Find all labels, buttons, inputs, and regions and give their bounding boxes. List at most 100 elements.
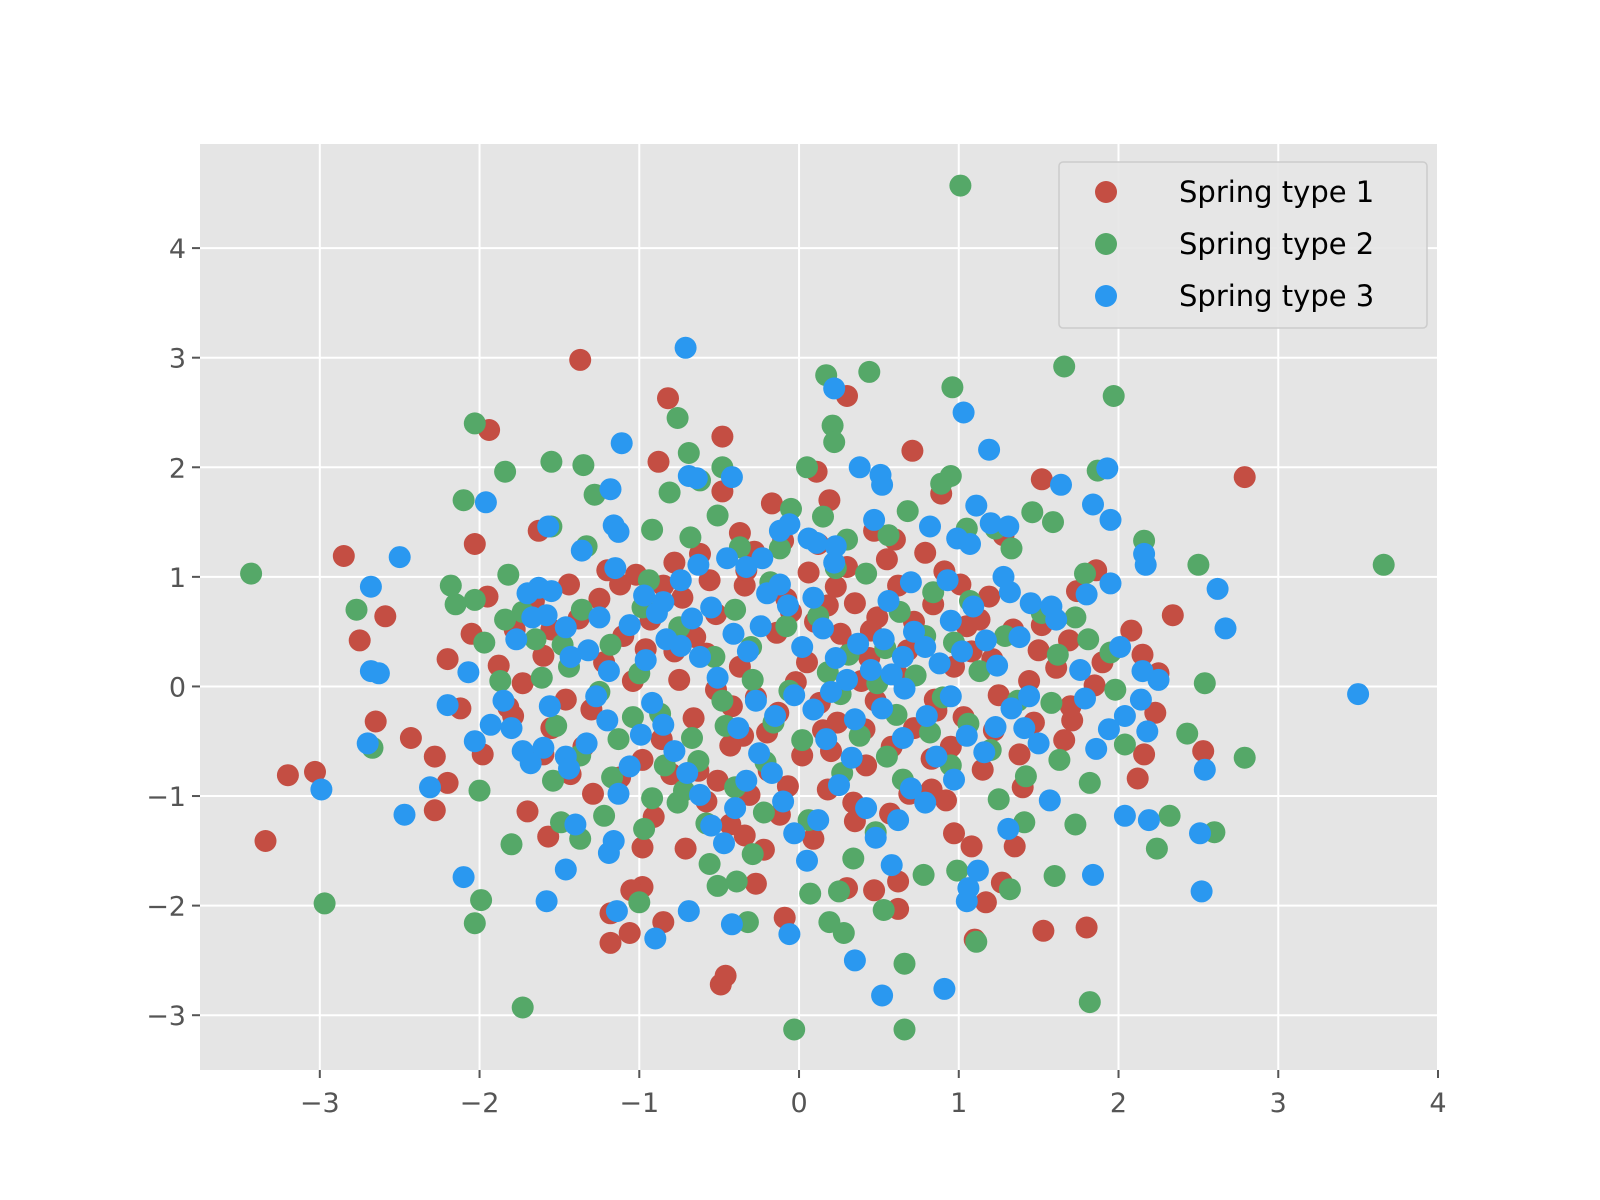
data-point (621, 706, 644, 729)
data-point (872, 628, 895, 651)
data-point (516, 582, 539, 605)
data-point (537, 515, 560, 538)
data-point (848, 456, 871, 479)
data-point (652, 911, 675, 934)
y-tick-label: 1 (169, 563, 186, 594)
data-point (812, 617, 834, 640)
data-point (939, 609, 962, 632)
data-point (641, 691, 664, 714)
data-point (736, 640, 759, 663)
data-point (751, 547, 774, 570)
data-point (952, 401, 975, 424)
data-point (706, 874, 729, 897)
data-point (957, 877, 980, 900)
data-points (240, 174, 1395, 1041)
data-point (597, 842, 620, 864)
y-tick-label: −2 (146, 892, 186, 923)
data-point (848, 724, 871, 747)
data-point (364, 710, 387, 733)
data-point (939, 685, 962, 708)
data-point (1008, 626, 1031, 649)
data-point (700, 814, 723, 837)
data-point (764, 705, 787, 727)
data-point (1050, 473, 1072, 496)
data-point (925, 745, 948, 768)
data-point (823, 377, 846, 400)
data-point (599, 931, 622, 954)
data-point (607, 728, 630, 751)
data-point (1074, 562, 1096, 585)
data-point (1136, 720, 1159, 743)
data-point (1077, 628, 1100, 651)
data-point (930, 472, 953, 495)
legend-box (1058, 161, 1428, 329)
data-point (1075, 916, 1098, 939)
data-point (657, 387, 679, 410)
data-point (511, 672, 534, 695)
data-point (535, 604, 558, 627)
data-point (1133, 743, 1156, 766)
data-point (828, 774, 850, 797)
data-point (706, 504, 729, 527)
data-point (1189, 822, 1211, 845)
data-point (479, 713, 502, 736)
data-point (802, 827, 825, 850)
data-point (641, 518, 664, 541)
data-point (310, 778, 333, 801)
data-point (893, 677, 916, 700)
data-point (554, 858, 577, 881)
data-point (674, 837, 697, 860)
data-point (864, 826, 887, 849)
data-point (1027, 639, 1050, 662)
data-point (356, 732, 379, 755)
data-point (663, 740, 686, 763)
data-point (1104, 678, 1127, 701)
data-point (332, 545, 355, 567)
data-point (858, 360, 881, 383)
data-point (681, 727, 703, 749)
data-point (1032, 919, 1055, 942)
data-point (535, 890, 558, 913)
data-point (1008, 743, 1031, 766)
data-point (399, 727, 422, 749)
data-point (877, 590, 900, 612)
data-point (1069, 659, 1092, 681)
data-point (423, 799, 446, 822)
data-point (736, 911, 759, 934)
data-point (604, 557, 627, 580)
data-point (537, 825, 560, 848)
data-point (893, 1018, 916, 1041)
data-point (922, 581, 945, 604)
data-point (760, 762, 783, 784)
data-point (1099, 572, 1122, 595)
data-point (254, 830, 277, 852)
data-point (796, 456, 818, 479)
data-point (1027, 732, 1050, 755)
data-point (1126, 767, 1149, 790)
data-point (899, 571, 922, 594)
data-point (629, 723, 652, 746)
data-point (1082, 863, 1104, 886)
data-point (768, 519, 791, 542)
data-point (1187, 553, 1210, 576)
y-tick-label: 0 (169, 672, 186, 703)
data-point (1109, 636, 1132, 658)
data-point (474, 491, 497, 514)
data-point (965, 494, 988, 517)
data-point (677, 442, 700, 464)
data-point (978, 585, 1001, 608)
data-point (559, 645, 582, 668)
data-point (741, 843, 764, 866)
data-point (716, 547, 739, 570)
data-point (891, 645, 914, 668)
data-point (735, 769, 758, 792)
data-point (891, 727, 914, 749)
data-point (987, 788, 1010, 811)
data-point (444, 593, 467, 616)
data-point (463, 588, 486, 611)
data-point (843, 708, 866, 731)
data-point (671, 586, 694, 609)
data-point (791, 636, 814, 658)
data-point (1193, 672, 1216, 695)
